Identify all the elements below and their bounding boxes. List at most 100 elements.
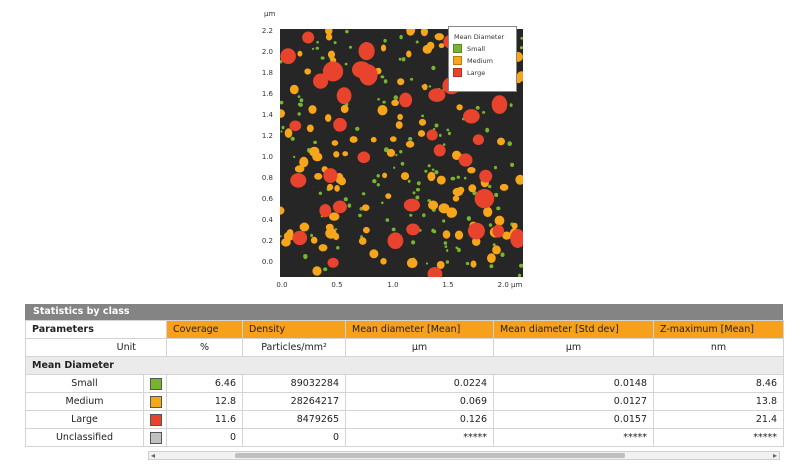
large-particle	[467, 222, 485, 240]
large-particle	[333, 117, 347, 132]
medium-particle	[294, 165, 305, 173]
mean-cell: 0.126	[345, 410, 495, 429]
large-particle	[322, 61, 344, 82]
small-particle	[358, 213, 362, 218]
medium-particle	[377, 105, 388, 116]
medium-particle	[382, 172, 388, 179]
medium-particle	[361, 204, 370, 211]
small-particle	[485, 127, 490, 133]
mean-cell: 0.0224	[345, 374, 495, 393]
table-row[interactable]: Unclassified 0 0 ***** ***** *****	[25, 428, 785, 447]
medium-particle	[492, 245, 501, 255]
class-name: Large	[25, 410, 144, 429]
small-particle	[442, 219, 446, 223]
y-tick: 1.0	[261, 153, 273, 161]
small-particle	[345, 29, 349, 34]
medium-particle	[349, 136, 358, 143]
small-particle	[381, 201, 384, 205]
medium-particle	[406, 257, 418, 269]
class-color-swatch	[142, 374, 168, 393]
small-particle	[450, 176, 456, 181]
small-particle	[447, 131, 451, 136]
small-particle	[320, 56, 325, 60]
unit-cell: nm	[653, 338, 785, 357]
small-particle	[290, 136, 295, 141]
medium-particle	[380, 258, 387, 265]
small-particle	[519, 263, 523, 268]
column-header-coverage[interactable]: Coverage	[166, 320, 244, 339]
large-particle	[290, 173, 307, 188]
small-particle	[488, 184, 492, 189]
medium-particle	[436, 261, 445, 269]
swatch-small	[150, 377, 162, 390]
statistics-panel: Statistics by class Parameters Coverage …	[24, 304, 785, 447]
medium-particle	[340, 104, 349, 114]
legend-swatch	[453, 56, 462, 65]
scrollbar-thumb[interactable]	[235, 453, 625, 458]
medium-particle	[306, 124, 314, 133]
column-header-std-dev[interactable]: Mean diameter [Std dev]	[493, 320, 655, 339]
y-tick: 2.0	[261, 48, 273, 56]
small-particle	[376, 183, 380, 187]
small-particle	[446, 128, 450, 132]
small-particle	[457, 247, 461, 253]
table-row[interactable]: Large 11.6 8479265 0.126 0.0157 21.4	[25, 410, 785, 429]
medium-particle	[472, 237, 481, 246]
medium-particle	[325, 114, 332, 122]
small-particle	[347, 203, 352, 208]
scroll-left-icon[interactable]: ◂	[151, 451, 156, 460]
medium-particle	[390, 136, 397, 142]
medium-particle	[304, 68, 311, 75]
medium-particle	[342, 151, 349, 157]
y-tick: 1.8	[261, 69, 273, 77]
legend-item-large: Large	[453, 68, 485, 77]
large-particle	[358, 42, 375, 61]
medium-particle	[380, 44, 387, 52]
horizontal-scrollbar[interactable]: ◂ ▸	[148, 451, 780, 460]
large-particle	[406, 223, 420, 236]
header-row: Parameters Coverage Density Mean diamete…	[24, 320, 785, 339]
small-particle	[409, 213, 413, 217]
small-particle	[427, 199, 431, 203]
unit-cell: %	[166, 338, 244, 357]
x-tick: 2.0 µm	[497, 281, 523, 289]
legend-swatch	[453, 68, 462, 77]
medium-particle	[434, 33, 444, 41]
small-particle	[455, 246, 459, 250]
table-row[interactable]: Medium 12.8 28264217 0.069 0.0127 13.8	[25, 392, 785, 411]
legend-label: Large	[467, 68, 486, 77]
small-particle	[519, 46, 523, 50]
medium-particle	[325, 223, 334, 231]
medium-particle	[385, 193, 392, 199]
medium-particle	[406, 50, 412, 58]
column-header-density[interactable]: Density	[242, 320, 347, 339]
small-particle	[494, 192, 499, 198]
large-particle	[491, 95, 508, 114]
scroll-right-icon[interactable]: ▸	[772, 451, 777, 460]
small-particle	[411, 240, 416, 245]
class-color-swatch	[142, 428, 168, 447]
small-particle	[400, 161, 405, 166]
unit-cell: µm	[345, 338, 495, 357]
large-particle	[319, 204, 332, 218]
class-name: Medium	[25, 392, 144, 411]
small-particle	[399, 34, 403, 40]
medium-particle	[308, 105, 317, 114]
column-header-mean-diameter[interactable]: Mean diameter [Mean]	[345, 320, 495, 339]
small-particle	[500, 252, 505, 257]
section-row: Mean Diameter	[24, 356, 785, 375]
medium-particle	[420, 29, 428, 37]
large-particle	[327, 257, 339, 268]
table-row[interactable]: Small 6.46 89032284 0.0224 0.0148 8.46	[25, 374, 785, 393]
medium-particle	[318, 244, 328, 252]
small-particle	[344, 62, 348, 66]
large-particle	[426, 129, 438, 141]
small-particle	[280, 235, 282, 238]
column-header-z-maximum[interactable]: Z-maximum [Mean]	[653, 320, 785, 339]
large-particle	[492, 224, 505, 238]
medium-particle	[325, 29, 333, 36]
map-legend: Mean Diameter Small Medium Large	[448, 26, 517, 92]
medium-particle	[446, 207, 458, 218]
large-particle	[292, 230, 308, 246]
medium-particle	[331, 140, 339, 146]
